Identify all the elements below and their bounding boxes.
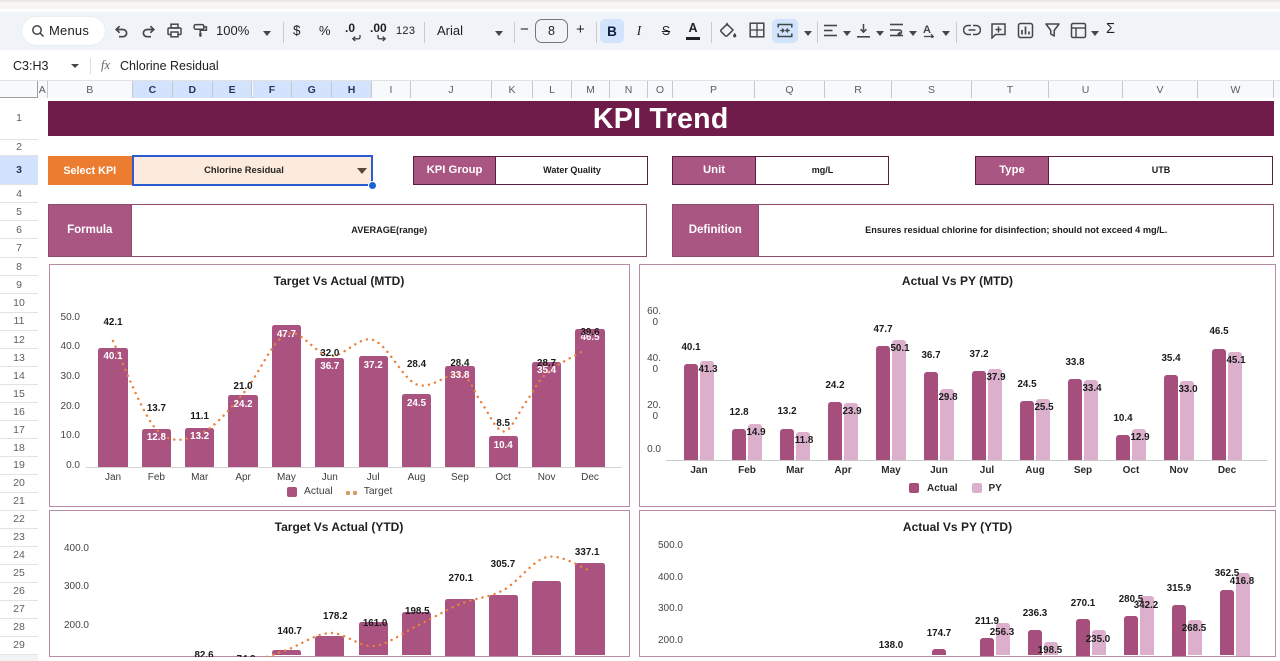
svg-text:A: A	[923, 24, 931, 36]
